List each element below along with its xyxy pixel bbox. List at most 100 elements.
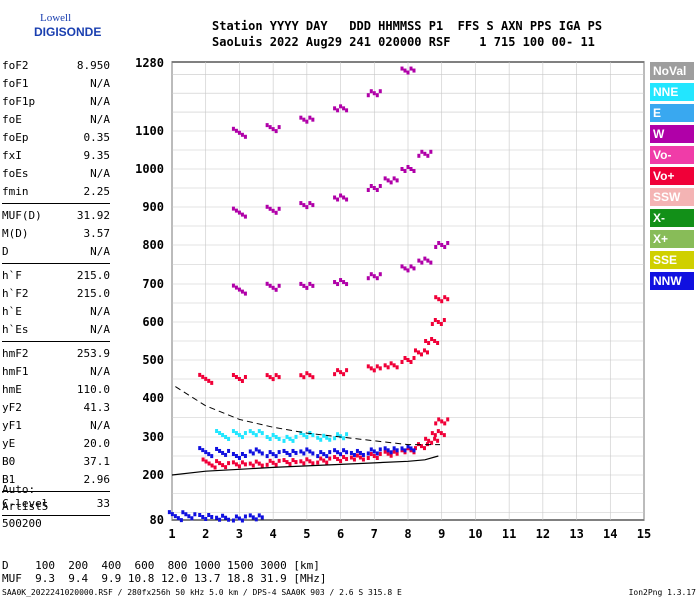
echo-point [210,463,214,468]
legend-item: E [650,104,694,122]
echo-point [406,268,410,273]
echo-point [372,186,376,190]
echo-point [207,513,211,517]
param-row: foEs N/A [2,165,110,183]
echo-point [268,125,272,130]
param-row: foE N/A [2,111,110,129]
param-name: h`F2 [2,287,29,300]
echo-point [265,454,269,459]
echo-point [336,368,340,373]
x-tick-label: 11 [502,527,516,541]
echo-point [333,195,337,200]
legend-item: NoVal [650,62,694,80]
header-line-1: Station YYYY DAY DDD HHMMSS P1 FFS S AXN… [212,19,603,33]
echo-point [333,106,337,111]
echo-point [257,449,261,454]
echo-point [395,448,399,453]
echo-point [210,515,214,519]
param-row: hmF1 N/A [2,363,110,381]
echo-point [184,512,188,517]
echo-point [237,377,241,381]
echo-point [218,431,222,435]
auto-code: 500200 [2,517,42,530]
echo-point [372,91,376,96]
echo-point [218,448,222,453]
echo-point [383,363,387,368]
echo-point [436,341,440,345]
echo-point [237,456,241,460]
echo-point [316,435,320,440]
param-value: 2.25 [83,185,111,198]
echo-point [198,513,202,517]
param-value: N/A [90,365,110,378]
echo-point [243,454,247,458]
echo-point [265,462,269,467]
echo-point [316,460,320,465]
echo-point [251,463,255,468]
echo-point [437,241,441,245]
param-value: 9.35 [83,149,111,162]
echo-point [240,379,244,383]
echo-point [342,448,346,453]
param-divider [2,203,110,204]
echo-point [277,375,281,380]
echo-point [349,455,353,460]
param-value: N/A [90,77,110,90]
param-name: hmF1 [2,365,29,378]
echo-point [375,451,379,456]
echo-point [231,429,235,434]
trace-group [198,295,450,385]
echo-point [181,510,185,515]
echo-point [336,282,340,287]
echo-point [268,375,272,380]
x-tick-label: 2 [202,527,209,541]
echo-point [406,165,410,169]
param-name: B0 [2,455,16,468]
echo-point [274,287,278,292]
echo-point [336,197,340,202]
echo-point [369,184,373,188]
param-name: h`E [2,305,22,318]
echo-point [204,450,208,455]
echo-point [403,448,407,453]
echo-point [433,436,437,441]
x-tick-label: 7 [371,527,378,541]
echo-point [265,281,269,286]
echo-point [336,432,340,437]
echo-point [427,341,431,345]
param-name: hmE [2,383,22,396]
echo-point [366,93,370,98]
x-tick-label: 14 [603,527,617,541]
echo-point [429,260,433,265]
echo-point [400,264,404,269]
echo-point [345,282,349,287]
echo-point [443,245,447,249]
echo-point [257,429,261,434]
param-value: N/A [90,323,110,336]
echo-point [420,149,424,154]
echo-point [190,516,194,521]
echo-point [224,452,228,457]
echo-point [336,457,340,462]
echo-point [409,66,413,71]
echo-point [386,178,390,183]
echo-point [302,375,306,380]
echo-point [282,448,286,453]
echo-point [311,461,315,466]
echo-point [422,446,426,451]
echo-point [333,448,337,453]
echo-point [412,356,416,360]
param-row: fxI 9.35 [2,147,110,165]
echo-point [383,446,387,451]
param-value: 8.950 [76,59,110,72]
param-row: hmF2 253.9 [2,345,110,363]
echo-point [305,447,309,452]
echo-point [437,417,441,422]
legend-item: Vo- [650,146,694,164]
echo-point [319,450,323,455]
echo-point [342,280,346,285]
echo-point [234,514,238,519]
echo-point [268,450,272,455]
echo-point [406,444,410,449]
echo-point [345,457,349,462]
